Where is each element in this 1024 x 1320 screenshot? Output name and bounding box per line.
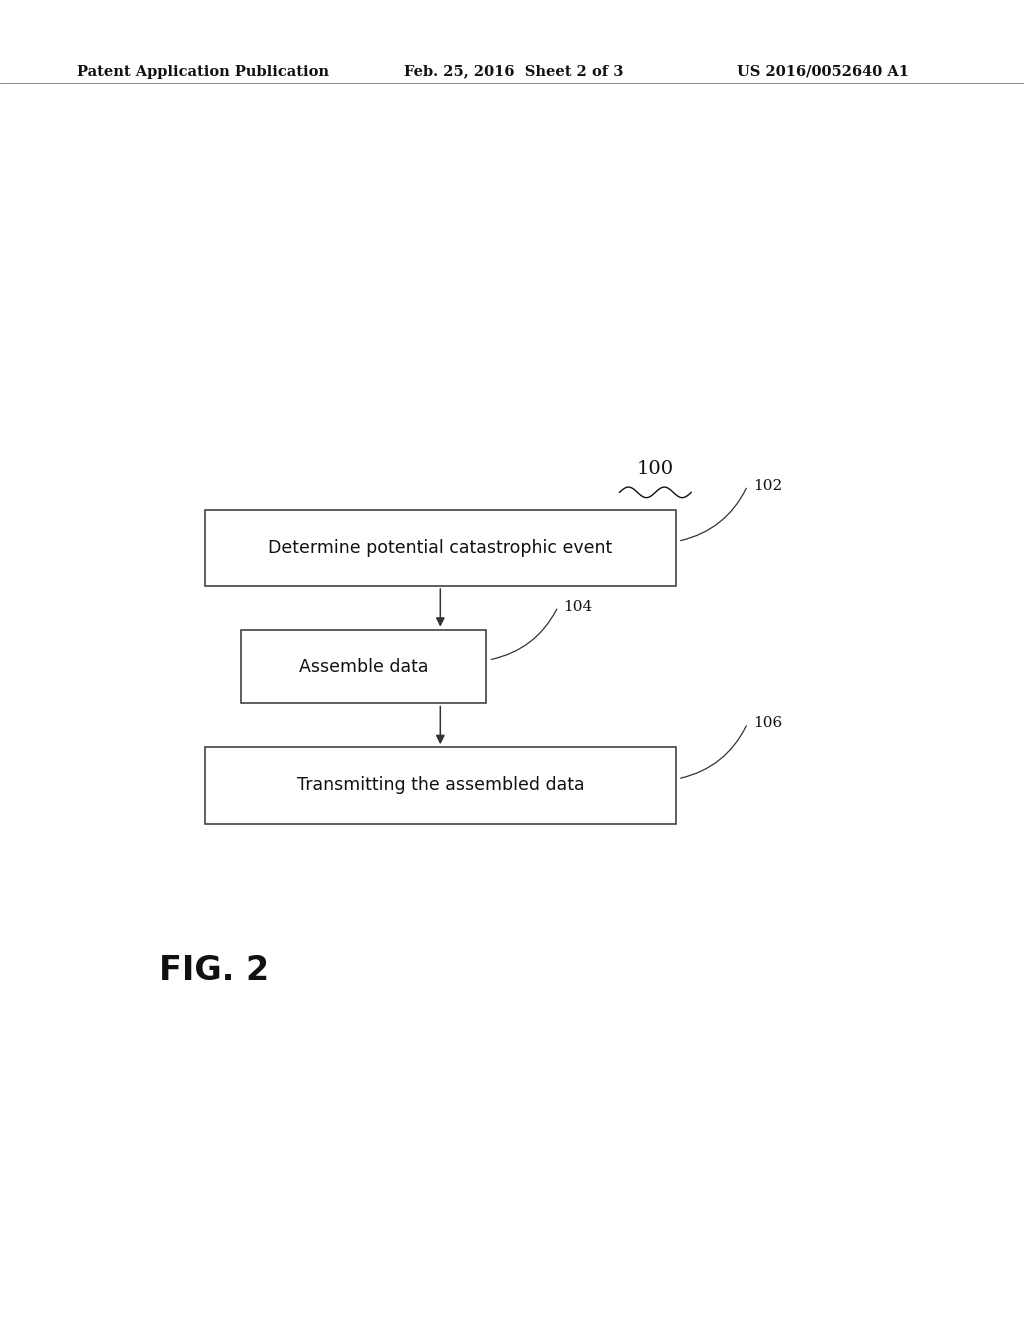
Text: 102: 102 [753,479,782,492]
Text: Determine potential catastrophic event: Determine potential catastrophic event [268,539,612,557]
FancyBboxPatch shape [205,747,676,824]
Text: 104: 104 [563,599,593,614]
FancyBboxPatch shape [241,631,486,704]
Text: Patent Application Publication: Patent Application Publication [77,65,329,79]
Text: Assemble data: Assemble data [299,657,428,676]
Text: 100: 100 [637,459,674,478]
FancyBboxPatch shape [205,510,676,586]
Text: 106: 106 [753,717,782,730]
Text: Feb. 25, 2016  Sheet 2 of 3: Feb. 25, 2016 Sheet 2 of 3 [404,65,624,79]
Text: US 2016/0052640 A1: US 2016/0052640 A1 [737,65,909,79]
Text: Transmitting the assembled data: Transmitting the assembled data [297,776,584,795]
Text: FIG. 2: FIG. 2 [159,953,269,987]
